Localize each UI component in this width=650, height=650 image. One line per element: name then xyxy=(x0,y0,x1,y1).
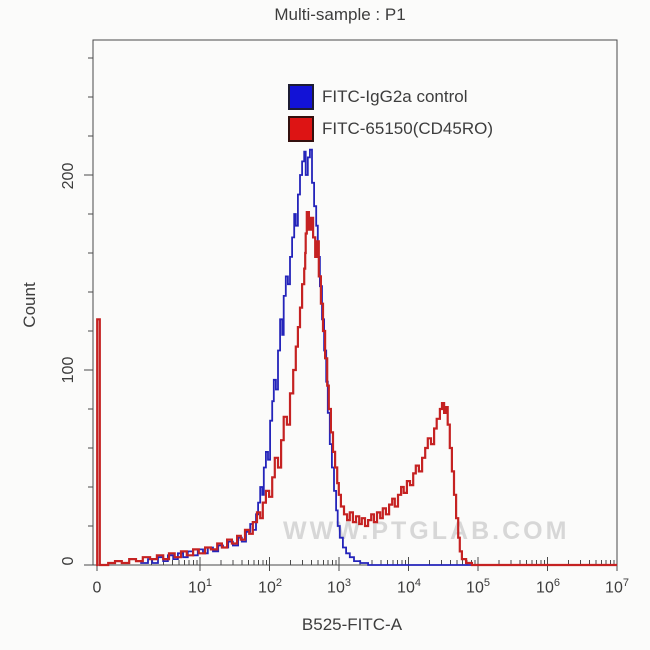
legend-item-control: FITC-IgG2a control xyxy=(288,84,493,110)
legend-swatch-red xyxy=(288,116,314,142)
legend-swatch-blue xyxy=(288,84,314,110)
watermark-text: WWW.PTGLAB.COM xyxy=(283,517,570,545)
x-tick-label-10e5: 105 xyxy=(466,577,490,597)
y-tick-label-200: 200 xyxy=(60,162,77,190)
x-tick-label-10e2: 102 xyxy=(258,577,282,597)
legend-label-cd45ro: FITC-65150(CD45RO) xyxy=(322,119,493,138)
x-tick-label-10e7: 107 xyxy=(605,577,629,597)
legend-label-control: FITC-IgG2a control xyxy=(322,87,468,106)
legend: FITC-IgG2a control FITC-65150(CD45RO) xyxy=(288,84,493,148)
y-tick-label-0: 0 xyxy=(60,556,77,566)
x-tick-label-0: 0 xyxy=(92,579,102,597)
x-tick-label-10e4: 104 xyxy=(397,577,421,597)
y-tick-label-100: 100 xyxy=(60,356,77,384)
x-axis-label: B525-FITC-A xyxy=(301,615,403,634)
chart-title: Multi-sample : P1 xyxy=(274,5,406,24)
curve-fitc-igg2a-control xyxy=(140,148,617,566)
legend-item-cd45ro: FITC-65150(CD45RO) xyxy=(288,116,493,142)
y-axis-label: Count xyxy=(20,282,39,328)
x-tick-label-10e6: 106 xyxy=(536,577,560,597)
curve-fitc-65150-cd45ro- xyxy=(96,211,617,567)
x-tick-label-10e1: 101 xyxy=(188,577,212,597)
x-tick-label-10e3: 103 xyxy=(327,577,351,597)
